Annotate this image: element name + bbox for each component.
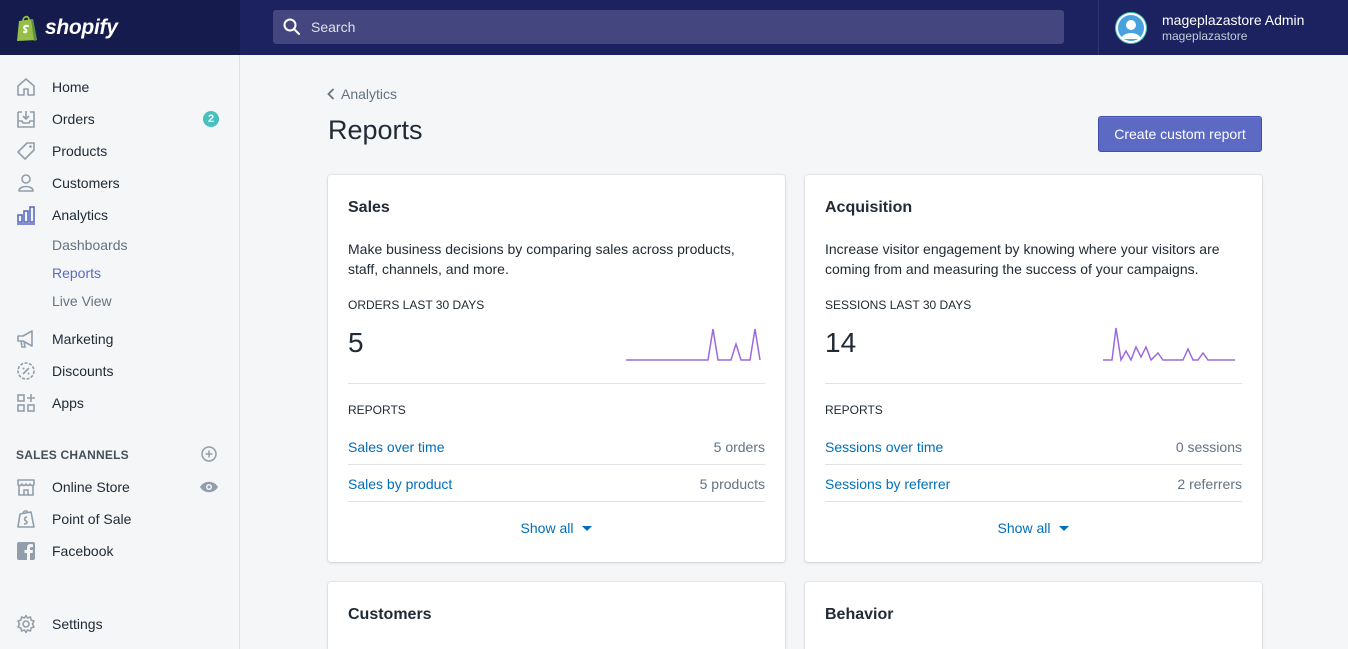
sales-card: Sales Make business decisions by compari… <box>328 175 785 562</box>
facebook-icon <box>16 541 36 561</box>
store-icon <box>16 477 36 497</box>
view-store-eye-icon[interactable] <box>199 480 219 494</box>
sidebar-item-label: Facebook <box>52 543 114 559</box>
sidebar-item-products[interactable]: Products <box>16 139 224 163</box>
store-name: mageplazastore <box>1162 29 1248 43</box>
sidebar-item-label: Point of Sale <box>52 511 132 527</box>
divider <box>825 383 1242 384</box>
customers-card: Customers <box>328 582 785 649</box>
sidebar-item-label: Orders <box>52 111 95 127</box>
orders-sparkline <box>626 328 761 361</box>
sidebar-item-discounts[interactable]: Discounts <box>16 359 224 383</box>
card-title: Behavior <box>825 606 894 623</box>
metric-value: 5 <box>348 327 364 358</box>
sidebar-item-online-store[interactable]: Online Store <box>16 475 224 499</box>
orders-count-badge: 2 <box>203 111 219 127</box>
search-bar[interactable]: Search <box>273 10 1064 44</box>
sidebar-item-facebook[interactable]: Facebook <box>16 539 224 563</box>
sidebar-item-label: Marketing <box>52 331 114 347</box>
sidebar-subitem-reports[interactable]: Reports <box>52 265 102 281</box>
orders-icon <box>16 109 36 129</box>
metric-label: SESSIONS LAST 30 DAYS <box>825 298 972 312</box>
sidebar-item-marketing[interactable]: Marketing <box>16 327 224 351</box>
sidebar-subitem-live-view[interactable]: Live View <box>52 293 112 309</box>
bar-chart-icon <box>16 205 36 225</box>
metric-value: 14 <box>825 327 857 358</box>
home-icon <box>16 77 36 97</box>
megaphone-icon <box>16 329 36 349</box>
top-bar: shopify Search mageplazastore Admin mage… <box>0 0 1348 55</box>
pos-icon <box>16 509 36 529</box>
card-description: Increase visitor engagement by knowing w… <box>825 241 1220 277</box>
shopify-bag-icon <box>17 15 37 41</box>
sidebar-item-label: Apps <box>52 395 84 411</box>
page-title: Reports <box>328 115 423 145</box>
show-all-button[interactable]: Show all <box>805 520 1262 536</box>
sidebar-item-analytics[interactable]: Analytics <box>16 203 224 227</box>
show-all-button[interactable]: Show all <box>328 520 785 536</box>
add-channel-icon[interactable] <box>201 446 217 462</box>
sidebar-item-label: Online Store <box>52 479 130 495</box>
reports-label: REPORTS <box>348 403 406 417</box>
report-link-sessions-over-time[interactable]: Sessions over time <box>825 439 944 455</box>
sidebar-item-label: Products <box>52 143 108 159</box>
divider <box>348 383 765 384</box>
search-icon <box>283 18 300 35</box>
sidebar-item-settings[interactable]: Settings <box>16 612 224 636</box>
card-title: Sales <box>348 199 390 216</box>
sidebar-item-label: Customers <box>52 175 120 191</box>
report-link-sales-by-product[interactable]: Sales by product <box>348 476 453 492</box>
divider <box>825 464 1242 465</box>
report-count: 2 referrers <box>1177 476 1242 492</box>
tag-icon <box>16 141 36 161</box>
show-all-label: Show all <box>997 520 1051 536</box>
sidebar-subitem-dashboards[interactable]: Dashboards <box>52 237 128 253</box>
sidebar-item-apps[interactable]: Apps <box>16 391 224 415</box>
report-link-sessions-by-referrer[interactable]: Sessions by referrer <box>825 476 951 492</box>
caret-down-icon <box>1059 525 1070 531</box>
sidebar-item-orders[interactable]: Orders 2 <box>16 107 224 131</box>
discount-icon <box>16 361 36 381</box>
user-menu[interactable]: mageplazastore Admin mageplazastore <box>1098 0 1348 55</box>
report-link-sales-over-time[interactable]: Sales over time <box>348 439 445 455</box>
breadcrumb-link[interactable]: Analytics <box>341 86 398 102</box>
report-count: 0 sessions <box>1175 439 1242 455</box>
user-avatar-icon <box>1116 12 1146 43</box>
report-count: 5 products <box>699 476 765 492</box>
breadcrumb[interactable]: Analytics <box>327 86 397 102</box>
card-title: Customers <box>348 606 432 623</box>
create-custom-report-button[interactable]: Create custom report <box>1098 116 1262 152</box>
sidebar-item-customers[interactable]: Customers <box>16 171 224 195</box>
apps-icon <box>16 393 36 413</box>
search-input[interactable]: Search <box>311 19 356 35</box>
sidebar-item-label: Analytics <box>52 207 109 223</box>
sessions-sparkline <box>1103 327 1235 363</box>
chevron-left-icon <box>327 88 335 100</box>
sales-channels-heading: SALES CHANNELS <box>16 448 129 462</box>
behavior-card: Behavior <box>805 582 1262 649</box>
gear-icon <box>16 614 36 634</box>
sidebar-item-label: Home <box>52 79 90 95</box>
divider <box>348 501 765 502</box>
divider <box>825 501 1242 502</box>
brand-name: shopify <box>45 15 118 39</box>
caret-down-icon <box>582 525 593 531</box>
reports-label: REPORTS <box>825 403 883 417</box>
metric-label: ORDERS LAST 30 DAYS <box>348 298 485 312</box>
person-icon <box>16 173 36 193</box>
user-name: mageplazastore Admin <box>1162 12 1305 28</box>
card-description: Make business decisions by comparing sal… <box>348 241 735 277</box>
logo[interactable]: shopify <box>0 0 240 55</box>
sidebar-item-label: Discounts <box>52 363 114 379</box>
sidebar-item-home[interactable]: Home <box>16 75 224 99</box>
avatar[interactable] <box>1115 11 1147 44</box>
report-count: 5 orders <box>713 439 765 455</box>
show-all-label: Show all <box>520 520 574 536</box>
card-title: Acquisition <box>825 199 913 216</box>
acquisition-card: Acquisition Increase visitor engagement … <box>805 175 1262 562</box>
sidebar-item-point-of-sale[interactable]: Point of Sale <box>16 507 224 531</box>
divider <box>348 464 765 465</box>
sidebar: Home Orders 2 Products Customers Analyti… <box>0 55 240 649</box>
sidebar-item-label: Settings <box>52 616 103 632</box>
